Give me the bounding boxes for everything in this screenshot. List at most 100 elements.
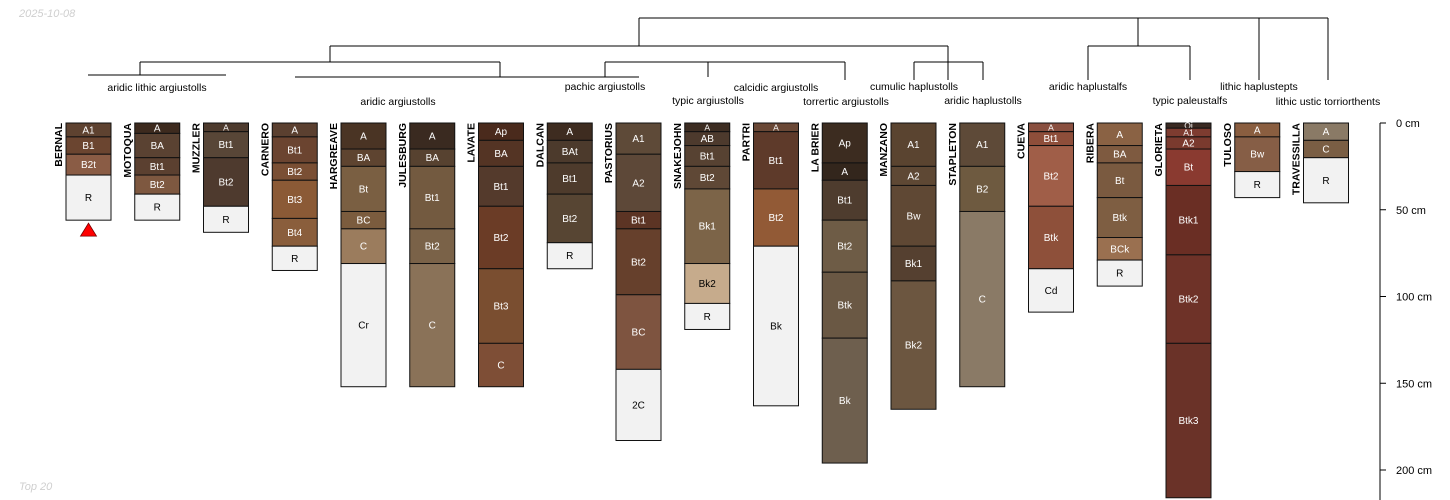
horizon-label: Btk — [838, 301, 853, 312]
horizon-r — [1096, 259, 1143, 287]
profile-lavate: Ap BA Bt1 Bt2 Bt3 C LAVATE — [466, 122, 524, 388]
profile-pastorius: A1 A2 Bt1 Bt2 BC 2C PASTORIUS — [603, 122, 662, 442]
horizon-label: Bt1 — [631, 216, 646, 227]
horizon-label: Bt3 — [287, 195, 302, 206]
horizon-label: R — [154, 203, 161, 214]
horizon-label: Ap — [495, 127, 508, 138]
horizon-label: A1 — [632, 134, 645, 145]
horizon-label: A — [429, 132, 436, 143]
profile-tuloso: A Bw R TULOSO — [1222, 122, 1281, 199]
horizon-bt1 — [753, 131, 799, 190]
horizon-label: BAt — [562, 147, 578, 158]
horizon-label: A2 — [907, 171, 920, 182]
horizon-label: Bt — [1115, 176, 1125, 187]
horizon-label: Bt4 — [287, 228, 302, 239]
horizon-label: C — [497, 361, 504, 372]
horizon-label: A — [223, 122, 229, 132]
axis-tick-label: 200 cm — [1396, 465, 1432, 477]
horizon-r — [271, 245, 318, 271]
horizon-label: Bt1 — [700, 151, 715, 162]
dendrogram — [88, 17, 1329, 80]
horizon-label: C — [979, 295, 986, 306]
horizon-c — [478, 342, 524, 388]
profile-name: TRAVESSILLA — [1291, 123, 1303, 196]
horizon-btk — [1028, 205, 1074, 270]
group-label: typic argiustolls — [672, 95, 744, 107]
horizon-c — [959, 210, 1006, 388]
horizon-label: R — [704, 312, 711, 323]
horizon-bk1 — [890, 245, 937, 282]
horizon-label: Ap — [839, 138, 852, 149]
horizon-bk — [753, 245, 799, 407]
profile-travessilla: AC R TRAVESSILLA — [1291, 122, 1349, 204]
horizon-label: Bt1 — [287, 145, 302, 156]
horizon-label: Btk1 — [1178, 216, 1198, 227]
horizon-label: Cd — [1045, 286, 1058, 297]
horizon-a1 — [959, 122, 1006, 167]
horizon-label: AB — [701, 134, 715, 145]
horizon-label: R — [1116, 269, 1123, 280]
horizon-label: Bt1 — [562, 174, 577, 185]
profile-name: LA BRIER — [809, 123, 821, 173]
horizon-cd — [1028, 268, 1074, 313]
horizon-r — [1234, 171, 1281, 199]
horizon-label: R — [85, 193, 92, 204]
group-label: lithic haplustepts — [1220, 81, 1298, 93]
profile-carnero: A Bt1 Bt2 Bt3 Bt4 R CARNERO — [259, 122, 318, 271]
horizon-label: Bt2 — [1043, 171, 1058, 182]
horizon-label: A — [154, 124, 161, 135]
profile-julesburg: A BA Bt1 Bt2 C JULESBURG — [397, 122, 456, 388]
horizon-label: BA — [494, 149, 508, 160]
horizon-label: C — [429, 321, 436, 332]
horizon-btk1 — [1165, 184, 1212, 256]
group-label: torrertic argiustolls — [803, 96, 889, 108]
horizon-label: A2 — [632, 178, 645, 189]
profile-stapleton: A1 B2 C STAPLETON — [947, 122, 1006, 388]
group-label: aridic argiustolls — [360, 96, 435, 108]
horizon-label: Bt1 — [768, 156, 783, 167]
horizon-bk2 — [890, 280, 937, 410]
profile-name: STAPLETON — [947, 123, 959, 186]
horizon-bt2 — [409, 228, 456, 265]
horizon-label: Bt1 — [493, 182, 508, 193]
horizon-label: A1 — [907, 140, 920, 151]
group-labels: aridic lithic argiustolls aridic argiusto… — [107, 81, 1380, 108]
horizon-b2 — [959, 165, 1006, 212]
horizon-bt1 — [546, 162, 593, 195]
horizon-label: Bt2 — [700, 173, 715, 184]
profile-name: HARGREAVE — [328, 123, 340, 189]
group-label: lithic ustic torriorthents — [1276, 96, 1380, 108]
horizon-bc — [615, 294, 662, 370]
profile-bernal: A1 B1 B2t R BERNAL — [53, 122, 112, 237]
horizon-label: BCk — [1110, 244, 1130, 255]
horizon-a1 — [615, 122, 662, 155]
profile-name: JULESBURG — [397, 123, 409, 188]
horizon-label: Btk — [1113, 213, 1128, 224]
profile-muzzler: A Bt1 Bt2 R MUZZLER — [191, 122, 249, 233]
horizon-label: C — [1322, 145, 1329, 156]
horizon-label: A — [566, 127, 573, 138]
horizon-label: Bk2 — [905, 341, 923, 352]
horizon-label: C — [360, 242, 367, 253]
horizon-label: Bk — [839, 396, 852, 407]
horizon-label: A — [841, 167, 848, 178]
horizon-label: A — [1048, 122, 1054, 132]
profile-name: DALCAN — [534, 123, 546, 167]
profile-name: RIBERA — [1084, 123, 1096, 164]
horizon-label: Bt — [359, 184, 369, 195]
horizon-r — [546, 242, 593, 270]
horizon-label: A — [291, 125, 298, 136]
horizon-btk — [821, 271, 868, 339]
horizon-label: Bt2 — [562, 214, 577, 225]
horizon-a2 — [615, 153, 662, 212]
profile-hargreave: A BA Bt BC C Cr HARGREAVE — [328, 122, 387, 388]
profile-name: CUEVA — [1016, 123, 1028, 159]
profile-name: LAVATE — [466, 123, 478, 163]
profile-name: PARTRI — [741, 123, 753, 161]
axis-tick-label: 150 cm — [1396, 378, 1432, 390]
horizon-bt2 — [753, 188, 799, 247]
horizon-label: Bt2 — [493, 233, 508, 244]
horizon-r — [203, 205, 249, 233]
horizon-c — [409, 263, 456, 388]
profile-manzano: A1 A2 Bw Bk1 Bk2 MANZANO — [878, 122, 937, 410]
